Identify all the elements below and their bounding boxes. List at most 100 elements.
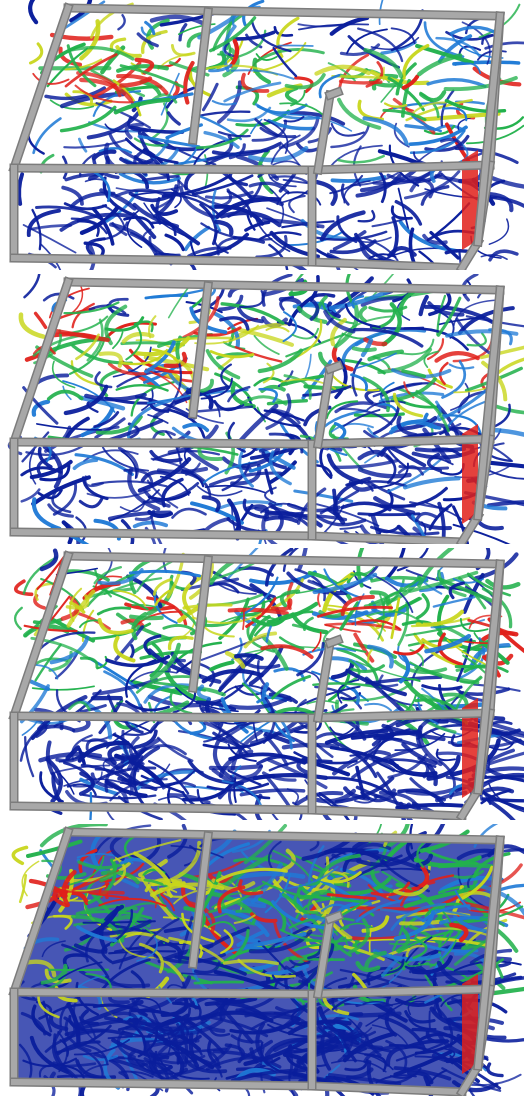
streamline bbox=[342, 876, 392, 896]
streamline bbox=[409, 129, 466, 154]
streamline bbox=[195, 128, 249, 150]
streamline bbox=[170, 44, 196, 57]
streamline bbox=[284, 73, 326, 90]
streamline bbox=[201, 82, 219, 112]
streamline bbox=[36, 456, 56, 476]
streamlines-group bbox=[7, 274, 524, 544]
streamline bbox=[225, 736, 249, 756]
streamline bbox=[372, 403, 401, 435]
streamline bbox=[182, 603, 233, 610]
streamline bbox=[459, 676, 483, 684]
streamline bbox=[270, 598, 293, 612]
streamline bbox=[40, 963, 68, 985]
streamline bbox=[271, 900, 333, 931]
streamline bbox=[457, 306, 515, 335]
streamline bbox=[68, 46, 135, 61]
streamline bbox=[114, 753, 165, 788]
streamline bbox=[264, 486, 277, 504]
streamline bbox=[138, 942, 164, 974]
streamline-panel-3 bbox=[0, 548, 524, 820]
streamline bbox=[285, 333, 345, 358]
streamline bbox=[245, 597, 277, 628]
streamline bbox=[88, 892, 129, 899]
frame-bar bbox=[189, 556, 212, 692]
streamline bbox=[118, 172, 181, 185]
streamline bbox=[404, 124, 435, 131]
streamline bbox=[181, 468, 205, 488]
streamline bbox=[228, 695, 292, 710]
streamline bbox=[393, 659, 448, 675]
streamline bbox=[79, 906, 121, 941]
streamline bbox=[21, 860, 40, 897]
streamline bbox=[182, 422, 210, 433]
streamline bbox=[239, 289, 265, 308]
streamline bbox=[307, 945, 322, 960]
streamline bbox=[409, 649, 424, 667]
streamline bbox=[455, 317, 494, 357]
streamline bbox=[271, 974, 299, 990]
streamline bbox=[408, 125, 468, 147]
streamline bbox=[44, 86, 106, 101]
streamline bbox=[344, 303, 381, 329]
streamline bbox=[418, 250, 441, 270]
streamline bbox=[227, 769, 262, 786]
streamline bbox=[130, 191, 197, 198]
streamline bbox=[421, 904, 471, 923]
streamline bbox=[230, 69, 295, 80]
streamline bbox=[71, 302, 95, 329]
streamline bbox=[292, 303, 332, 313]
frame-bar bbox=[64, 828, 504, 844]
frame-bar bbox=[314, 91, 334, 174]
streamline bbox=[405, 936, 433, 963]
streamline bbox=[452, 1080, 499, 1093]
streamline bbox=[120, 1070, 154, 1078]
streamline bbox=[253, 335, 280, 355]
frame-bar bbox=[474, 286, 504, 520]
streamline bbox=[357, 512, 421, 517]
streamline bbox=[346, 1067, 374, 1080]
streamline bbox=[426, 338, 445, 361]
streamline bbox=[201, 668, 264, 684]
streamline bbox=[238, 443, 254, 488]
streamline bbox=[488, 218, 510, 245]
streamline bbox=[314, 179, 338, 206]
streamline bbox=[22, 1057, 78, 1068]
streamline bbox=[351, 358, 363, 397]
streamline bbox=[307, 845, 325, 885]
streamline bbox=[95, 414, 143, 435]
streamline bbox=[78, 395, 126, 411]
streamline bbox=[205, 349, 241, 380]
streamline bbox=[85, 738, 108, 751]
streamline bbox=[350, 373, 368, 391]
streamline bbox=[405, 569, 439, 582]
streamline bbox=[254, 506, 304, 516]
streamline bbox=[357, 27, 404, 63]
streamline bbox=[131, 604, 156, 608]
streamline bbox=[426, 755, 461, 781]
streamline bbox=[219, 614, 279, 624]
streamline bbox=[397, 187, 410, 231]
streamline bbox=[261, 217, 325, 229]
streamline bbox=[398, 464, 450, 471]
streamline bbox=[87, 1021, 97, 1040]
streamline bbox=[60, 596, 80, 621]
streamline bbox=[437, 862, 494, 869]
streamline bbox=[339, 525, 362, 530]
streamline bbox=[486, 500, 524, 508]
streamline bbox=[52, 914, 73, 930]
streamline bbox=[142, 482, 200, 504]
streamline bbox=[202, 517, 231, 534]
streamline bbox=[263, 409, 305, 422]
streamline bbox=[254, 103, 320, 120]
streamline bbox=[11, 845, 29, 866]
streamline bbox=[350, 566, 376, 577]
streamline bbox=[18, 312, 46, 339]
streamline bbox=[437, 569, 467, 598]
streamline bbox=[31, 685, 95, 691]
streamline bbox=[300, 758, 351, 777]
streamline bbox=[112, 589, 147, 607]
frame-bar bbox=[308, 1082, 466, 1096]
streamline bbox=[288, 957, 311, 966]
streamline bbox=[379, 106, 414, 121]
streamline bbox=[68, 855, 105, 886]
